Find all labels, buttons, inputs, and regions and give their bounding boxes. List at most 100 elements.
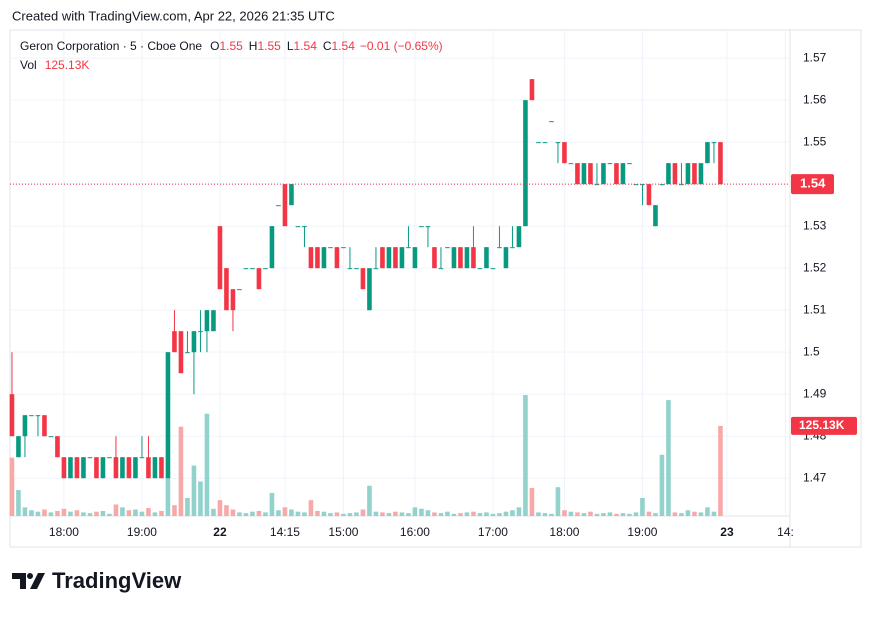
volume-bar xyxy=(607,512,613,516)
candle-body xyxy=(133,457,138,479)
candle-body xyxy=(503,247,509,269)
volume-legend: Vol 125.13K xyxy=(20,58,89,72)
volume-bar xyxy=(614,513,619,516)
candle-body xyxy=(35,415,41,417)
candle-body xyxy=(289,184,294,206)
candle-body xyxy=(373,268,379,270)
volume-bar xyxy=(692,511,697,516)
x-tick-label: 14:15 xyxy=(270,525,300,539)
candle-body xyxy=(601,163,606,185)
ohlc-value: 1.55 xyxy=(219,39,243,53)
candle-body xyxy=(68,457,73,479)
volume-bar xyxy=(113,504,119,516)
volume-bar xyxy=(152,512,158,516)
legend-line: Geron Corporation · 5 · Cboe One O1.55 H1.… xyxy=(20,39,443,53)
volume-bar xyxy=(9,457,15,516)
ohlc-key: O xyxy=(210,39,219,53)
volume-bar xyxy=(536,512,541,516)
volume-bar xyxy=(334,512,340,516)
candle-body xyxy=(152,457,158,479)
candle-body xyxy=(685,163,691,185)
chart-frame xyxy=(9,29,862,548)
y-tick-label: 1.49 xyxy=(803,386,827,400)
volume-bar xyxy=(354,512,359,516)
volume-bar xyxy=(360,509,366,516)
y-tick-label: 1.5 xyxy=(803,344,820,358)
volume-bar xyxy=(497,513,502,516)
volume-bar xyxy=(94,511,99,516)
volume-bar xyxy=(581,513,587,516)
volume-bar xyxy=(432,512,437,516)
volume-bar xyxy=(42,509,47,516)
candle-body xyxy=(100,457,106,479)
volume-bar xyxy=(237,512,242,516)
volume-bar xyxy=(133,509,138,516)
candle-body xyxy=(451,247,457,269)
candle-body xyxy=(315,247,320,269)
candle-body xyxy=(633,184,639,186)
volume-bar xyxy=(373,511,379,516)
volume-bar xyxy=(672,512,678,516)
volume-bar xyxy=(718,425,723,516)
candle-body xyxy=(334,247,340,269)
candle-body xyxy=(139,457,145,459)
candle-body xyxy=(263,268,268,270)
candle-body xyxy=(328,247,333,249)
candle-body xyxy=(529,79,535,101)
x-tick-label: 14: xyxy=(777,525,794,539)
volume-bar xyxy=(640,498,645,516)
volume-bar xyxy=(159,510,164,516)
volume-bar xyxy=(198,481,203,516)
volume-bar xyxy=(230,509,236,516)
volume-bar xyxy=(243,513,249,516)
candle-body xyxy=(399,247,405,269)
y-tick-label: 1.53 xyxy=(803,218,827,232)
candle-body xyxy=(360,268,366,290)
y-tick-label: 1.56 xyxy=(803,92,827,106)
volume-bar xyxy=(458,513,463,516)
candle-body xyxy=(536,142,541,144)
last-volume-box xyxy=(791,416,857,435)
ohlc-value: 1.55 xyxy=(257,39,281,53)
candle-body xyxy=(653,205,658,227)
volume-bar xyxy=(510,510,515,516)
volume-bar xyxy=(627,513,632,516)
candle-body xyxy=(126,457,132,479)
candle-body xyxy=(640,184,645,186)
volume-bar xyxy=(549,513,554,516)
candle-body xyxy=(354,268,359,270)
candle-body xyxy=(276,205,281,207)
volume-bar xyxy=(659,454,665,516)
volume-bar xyxy=(308,500,314,516)
candle-body xyxy=(217,226,223,290)
candle-body xyxy=(471,247,476,269)
last-price-label: 1.54 xyxy=(800,176,826,191)
volume-bar xyxy=(172,505,177,516)
candle-body xyxy=(568,163,574,165)
candle-body xyxy=(120,457,125,479)
volume-bar xyxy=(568,511,574,516)
volume-bar xyxy=(406,513,411,516)
volume-bar xyxy=(367,485,372,516)
last-price-box xyxy=(791,174,834,195)
candle-body xyxy=(438,268,444,270)
y-tick-label: 1.47 xyxy=(803,470,827,484)
candle-body xyxy=(295,226,301,228)
candle-body xyxy=(588,163,593,185)
x-tick-label: 17:00 xyxy=(478,525,508,539)
volume-bar xyxy=(529,487,535,516)
volume-bar xyxy=(16,490,21,516)
volume-bar xyxy=(107,513,112,516)
candle-body xyxy=(185,352,190,354)
volume-bar xyxy=(620,513,626,516)
candle-body xyxy=(191,331,197,353)
candle-body xyxy=(198,331,203,333)
candle-body xyxy=(237,289,242,291)
volume-bar xyxy=(516,507,522,516)
candle-body xyxy=(81,457,86,479)
candle-body xyxy=(581,163,587,185)
candle-body xyxy=(692,163,697,185)
candle-body xyxy=(22,415,28,437)
brand: TradingView xyxy=(52,568,182,593)
